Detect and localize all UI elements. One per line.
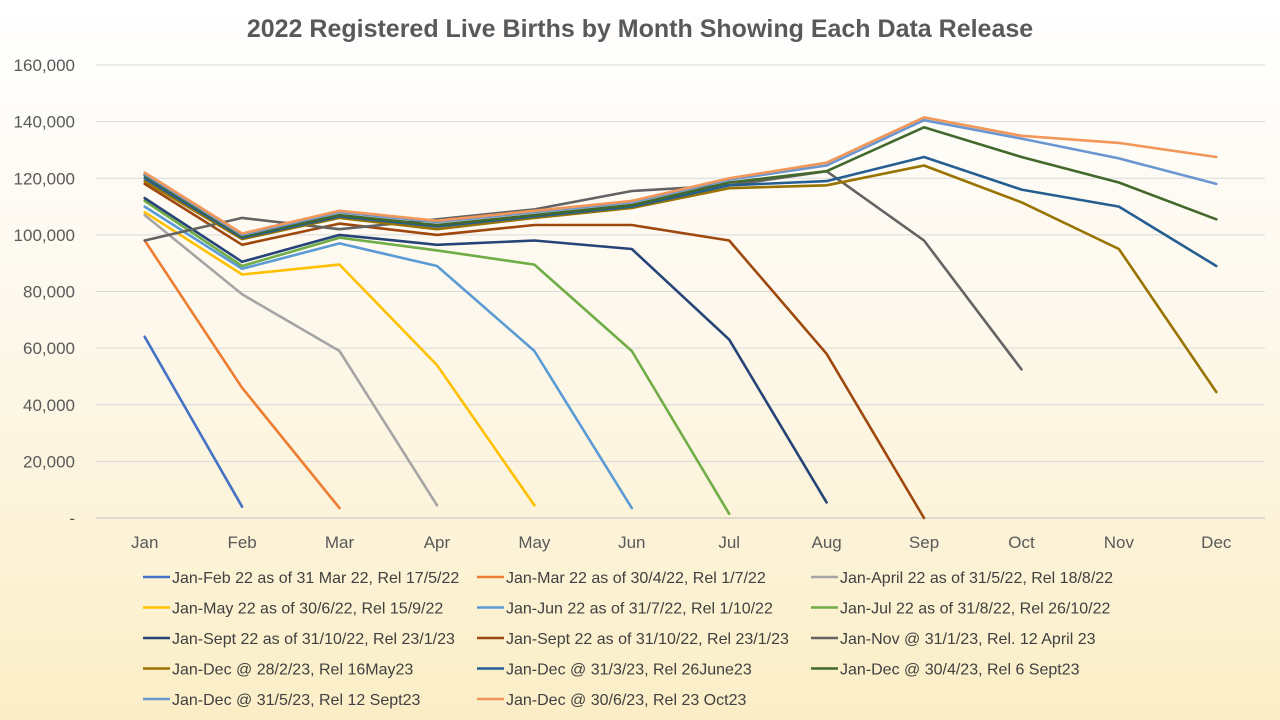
legend-entry: Jan-Sept 22 as of 31/10/22, Rel 23/1/23: [506, 631, 789, 648]
y-axis: - 20,000 40,000 60,000 80,000 100,000 120,000 1…: [14, 56, 75, 528]
legend-entry: Jan-Feb 22 as of 31 Mar 22, Rel 17/5/22: [172, 570, 459, 587]
legend-entry: Jan-Mar 22 as of 30/4/22, Rel 1/7/22: [506, 570, 766, 587]
y-tick-label: 40,000: [23, 396, 75, 415]
x-tick-label: Jul: [718, 533, 740, 552]
legend-entry: Jan-Jul 22 as of 31/8/22, Rel 26/10/22: [840, 601, 1111, 618]
series-line-1: [143, 335, 244, 509]
series-line-4: [143, 210, 536, 507]
x-tick-label: Sep: [909, 533, 939, 552]
gridlines: [96, 64, 1265, 519]
legend-entry: Jan-Nov @ 31/1/23, Rel. 12 April 23: [840, 631, 1096, 648]
chart-title: 2022 Registered Live Births by Month Sho…: [247, 15, 1033, 43]
x-tick-label: Apr: [424, 533, 451, 552]
legend-entry: Jan-Dec @ 30/4/23, Rel 6 Sept23: [840, 662, 1080, 679]
y-tick-label: 120,000: [14, 169, 75, 188]
y-tick-label: 60,000: [23, 339, 75, 358]
y-tick-label: 160,000: [14, 56, 75, 75]
legend: Jan-Feb 22 as of 31 Mar 22, Rel 17/5/22 J…: [143, 570, 1113, 709]
series-lines: [143, 116, 1218, 520]
legend-entry: Jan-May 22 as of 30/6/22, Rel 15/9/22: [172, 601, 443, 618]
series-line-6: [143, 199, 731, 516]
x-tick-label: Mar: [325, 533, 355, 552]
series-line-12: [143, 126, 1218, 238]
y-tick-label: -: [69, 509, 75, 528]
x-tick-label: Oct: [1008, 533, 1035, 552]
series-line-7: [143, 196, 828, 504]
y-tick-label: 140,000: [14, 113, 75, 132]
legend-entry: Jan-Dec @ 31/5/23, Rel 12 Sept23: [172, 692, 420, 709]
legend-entry: Jan-Dec @ 28/2/23, Rel 16May23: [172, 662, 413, 679]
x-tick-label: Dec: [1201, 533, 1232, 552]
x-tick-label: Feb: [227, 533, 256, 552]
legend-entry: Jan-Dec @ 30/6/23, Rel 23 Oct23: [506, 692, 746, 709]
legend-entry: Jan-Sept 22 as of 31/10/22, Rel 23/1/23: [172, 631, 455, 648]
series-line-2: [143, 239, 341, 510]
x-tick-label: Aug: [812, 533, 842, 552]
legend-entry: Jan-April 22 as of 31/5/22, Rel 18/8/22: [840, 570, 1113, 587]
y-tick-label: 20,000: [23, 452, 75, 471]
series-line-11: [143, 155, 1218, 268]
series-line-10: [143, 164, 1218, 394]
legend-entry: Jan-Jun 22 as of 31/7/22, Rel 1/10/22: [506, 601, 773, 618]
x-tick-label: Jun: [618, 533, 645, 552]
series-line-13: [143, 118, 1218, 237]
series-line-14: [143, 116, 1218, 235]
series-line-3: [143, 213, 439, 507]
series-line-8: [143, 182, 926, 520]
x-tick-label: Nov: [1104, 533, 1135, 552]
legend-entry: Jan-Dec @ 31/3/23, Rel 26June23: [506, 662, 752, 679]
y-tick-label: 100,000: [14, 226, 75, 245]
y-tick-label: 80,000: [23, 283, 75, 302]
x-tick-label: May: [518, 533, 551, 552]
x-tick-label: Jan: [131, 533, 158, 552]
series-line-5: [143, 205, 634, 510]
x-axis: Jan Feb Mar Apr May Jun Jul Aug Sep Oct Nov Dec: [131, 533, 1232, 552]
